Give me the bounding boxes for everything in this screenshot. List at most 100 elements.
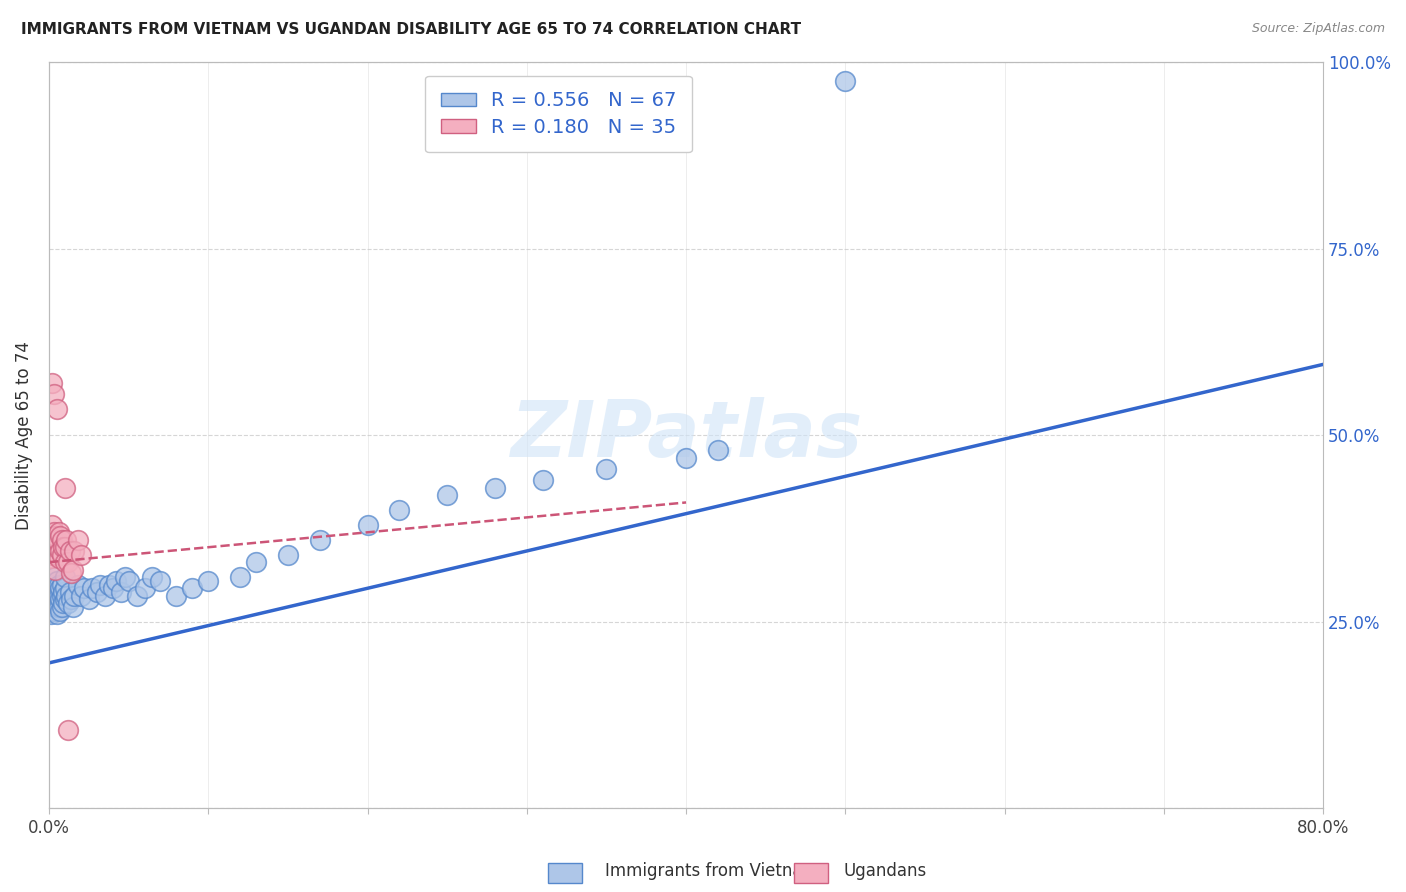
Point	[44, 570, 66, 584]
Point	[45, 402, 67, 417]
Point	[44, 599, 66, 614]
Point	[141, 570, 163, 584]
Point	[51, 589, 73, 603]
Point	[104, 574, 127, 588]
Point	[56, 596, 79, 610]
Point	[59, 585, 82, 599]
Point	[98, 577, 121, 591]
Point	[93, 589, 115, 603]
Point	[229, 570, 252, 584]
Point	[44, 563, 66, 577]
Point	[62, 599, 84, 614]
Point	[49, 592, 72, 607]
Point	[42, 525, 65, 540]
Y-axis label: Disability Age 65 to 74: Disability Age 65 to 74	[15, 341, 32, 530]
Point	[110, 585, 132, 599]
Point	[39, 536, 62, 550]
Point	[42, 577, 65, 591]
Point	[675, 450, 697, 465]
Point	[59, 544, 82, 558]
Point	[44, 529, 66, 543]
Point	[69, 548, 91, 562]
Point	[41, 376, 63, 390]
Point	[45, 574, 67, 588]
Point	[63, 544, 86, 558]
Point	[245, 555, 267, 569]
Point	[45, 548, 67, 562]
Point	[388, 503, 411, 517]
Point	[48, 599, 70, 614]
Point	[53, 592, 76, 607]
Point	[77, 592, 100, 607]
Point	[45, 596, 67, 610]
Point	[834, 74, 856, 88]
Point	[89, 577, 111, 591]
Point	[39, 551, 62, 566]
Point	[39, 607, 62, 622]
Point	[277, 548, 299, 562]
Point	[49, 582, 72, 596]
Point	[41, 548, 63, 562]
Legend: R = 0.556   N = 67, R = 0.180   N = 35: R = 0.556 N = 67, R = 0.180 N = 35	[425, 76, 692, 153]
Point	[45, 585, 67, 599]
Text: Source: ZipAtlas.com: Source: ZipAtlas.com	[1251, 22, 1385, 36]
Text: Ugandans: Ugandans	[844, 862, 927, 880]
Point	[66, 577, 89, 591]
Point	[436, 488, 458, 502]
Text: Immigrants from Vietnam: Immigrants from Vietnam	[605, 862, 818, 880]
Point	[42, 536, 65, 550]
Point	[165, 589, 187, 603]
Point	[52, 596, 75, 610]
Point	[62, 563, 84, 577]
Point	[531, 473, 554, 487]
Point	[53, 570, 76, 584]
Point	[42, 604, 65, 618]
Point	[86, 585, 108, 599]
Point	[48, 551, 70, 566]
Point	[134, 582, 156, 596]
Point	[308, 533, 330, 547]
Point	[42, 387, 65, 401]
Point	[53, 555, 76, 569]
Point	[52, 540, 75, 554]
Point	[55, 533, 77, 547]
Point	[42, 548, 65, 562]
Point	[41, 592, 63, 607]
Point	[56, 723, 79, 737]
Point	[484, 481, 506, 495]
Point	[181, 582, 204, 596]
Point	[45, 607, 67, 622]
Point	[41, 582, 63, 596]
Point	[53, 540, 76, 554]
Point	[66, 533, 89, 547]
Point	[356, 517, 378, 532]
Point	[60, 592, 83, 607]
Point	[117, 574, 139, 588]
Point	[69, 589, 91, 603]
Point	[73, 582, 96, 596]
Point	[49, 604, 72, 618]
Point	[52, 585, 75, 599]
Point	[51, 548, 73, 562]
Point	[63, 589, 86, 603]
Point	[60, 566, 83, 581]
Point	[707, 443, 730, 458]
Point	[197, 574, 219, 588]
Point	[53, 481, 76, 495]
Point	[149, 574, 172, 588]
Point	[51, 577, 73, 591]
Point	[48, 589, 70, 603]
Point	[49, 529, 72, 543]
Point	[53, 582, 76, 596]
Point	[51, 533, 73, 547]
Text: IMMIGRANTS FROM VIETNAM VS UGANDAN DISABILITY AGE 65 TO 74 CORRELATION CHART: IMMIGRANTS FROM VIETNAM VS UGANDAN DISAB…	[21, 22, 801, 37]
Point	[41, 529, 63, 543]
Point	[56, 555, 79, 569]
Point	[44, 540, 66, 554]
Text: ZIPatlas: ZIPatlas	[510, 397, 862, 474]
Point	[125, 589, 148, 603]
Point	[51, 599, 73, 614]
Point	[55, 589, 77, 603]
Point	[80, 582, 103, 596]
Point	[45, 533, 67, 547]
